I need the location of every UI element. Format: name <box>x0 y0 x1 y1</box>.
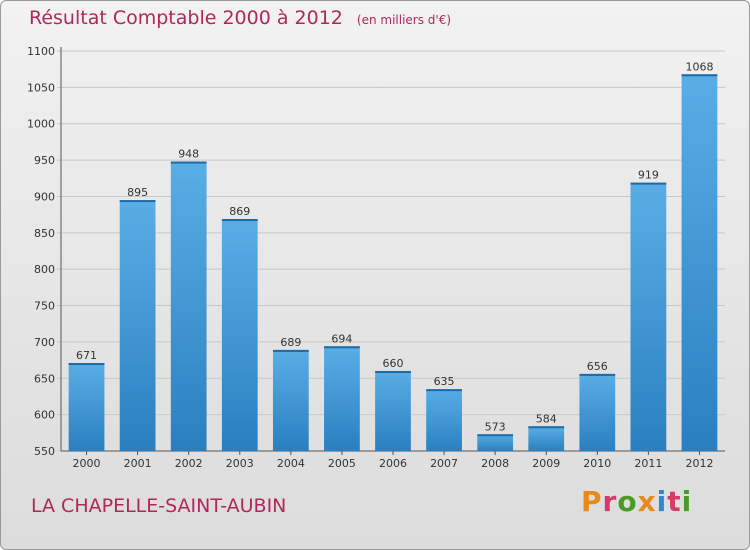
bar-top-edge <box>119 200 156 203</box>
y-tick-label: 1050 <box>27 81 55 94</box>
bar-top-edge <box>477 434 514 437</box>
chart-header: Résultat Comptable 2000 à 2012 (en milli… <box>29 7 451 29</box>
y-tick-label: 850 <box>34 227 55 240</box>
x-tick-label: 2008 <box>481 457 509 470</box>
data-label: 573 <box>485 420 506 433</box>
logo-letter: t <box>667 485 682 518</box>
bar-top-edge <box>324 346 360 349</box>
x-tick-label: 2010 <box>583 457 611 470</box>
y-tick-label: 600 <box>34 409 55 422</box>
x-tick-label: 2004 <box>277 457 305 470</box>
data-label: 919 <box>638 169 659 182</box>
bar <box>630 182 667 452</box>
bar-top-edge <box>630 182 667 185</box>
bar <box>579 373 616 451</box>
logo-letter: o <box>617 485 638 518</box>
x-tick-label: 2000 <box>73 457 101 470</box>
logo-letter: x <box>637 485 657 518</box>
x-tick-label: 2001 <box>124 457 152 470</box>
y-tick-label: 800 <box>34 263 55 276</box>
data-label: 948 <box>178 148 199 161</box>
data-label: 671 <box>76 349 97 362</box>
bar-top-edge <box>170 161 207 164</box>
x-tick-label: 2012 <box>685 457 713 470</box>
bar <box>170 161 207 451</box>
data-label: 635 <box>434 375 455 388</box>
proxiti-logo: Proxiti <box>581 485 692 518</box>
y-tick-label: 1100 <box>27 45 55 58</box>
logo-letter: i <box>656 485 668 518</box>
data-label: 660 <box>383 357 404 370</box>
y-tick-label: 650 <box>34 372 55 385</box>
x-tick-label: 2003 <box>226 457 254 470</box>
bar-top-edge <box>426 389 462 392</box>
x-tick-label: 2005 <box>328 457 356 470</box>
bar <box>221 219 258 451</box>
logo-letter: P <box>581 485 603 518</box>
data-label: 584 <box>536 412 557 425</box>
commune-name: LA CHAPELLE-SAINT-AUBIN <box>31 495 287 517</box>
y-tick-label: 950 <box>34 154 55 167</box>
bar-top-edge <box>579 373 616 376</box>
data-label: 694 <box>331 332 352 345</box>
y-tick-label: 750 <box>34 300 55 313</box>
bar <box>528 426 565 451</box>
y-tick-label: 700 <box>34 336 55 349</box>
y-tick-label: 1000 <box>27 118 55 131</box>
bar-top-edge <box>528 426 565 429</box>
unit-note: (en milliers d'€) <box>356 13 452 27</box>
x-tick-label: 2002 <box>175 457 203 470</box>
bar <box>68 363 105 451</box>
x-tick-label: 2009 <box>532 457 560 470</box>
y-tick-label: 550 <box>34 445 55 458</box>
x-tick-label: 2007 <box>430 457 458 470</box>
bar <box>477 434 514 451</box>
bar-top-edge <box>68 363 105 365</box>
bar <box>324 346 360 451</box>
data-label: 656 <box>587 360 608 373</box>
data-label: 689 <box>280 336 301 349</box>
bar-top-edge <box>272 349 309 352</box>
data-label: 1068 <box>685 60 713 73</box>
data-label: 869 <box>229 205 250 218</box>
bar <box>375 371 411 451</box>
logo-letter: i <box>681 485 693 518</box>
bar <box>426 389 462 451</box>
data-label: 895 <box>127 186 148 199</box>
bar-top-edge <box>681 74 718 77</box>
bar-top-edge <box>375 371 411 373</box>
bar <box>119 200 156 451</box>
logo-letter: r <box>602 485 618 518</box>
bar <box>272 349 309 451</box>
bar <box>681 74 718 451</box>
x-tick-label: 2006 <box>379 457 407 470</box>
x-tick-label: 2011 <box>634 457 662 470</box>
chart-title: Résultat Comptable 2000 à 2012 <box>29 7 343 29</box>
y-tick-label: 900 <box>34 190 55 203</box>
bar-top-edge <box>221 219 258 221</box>
